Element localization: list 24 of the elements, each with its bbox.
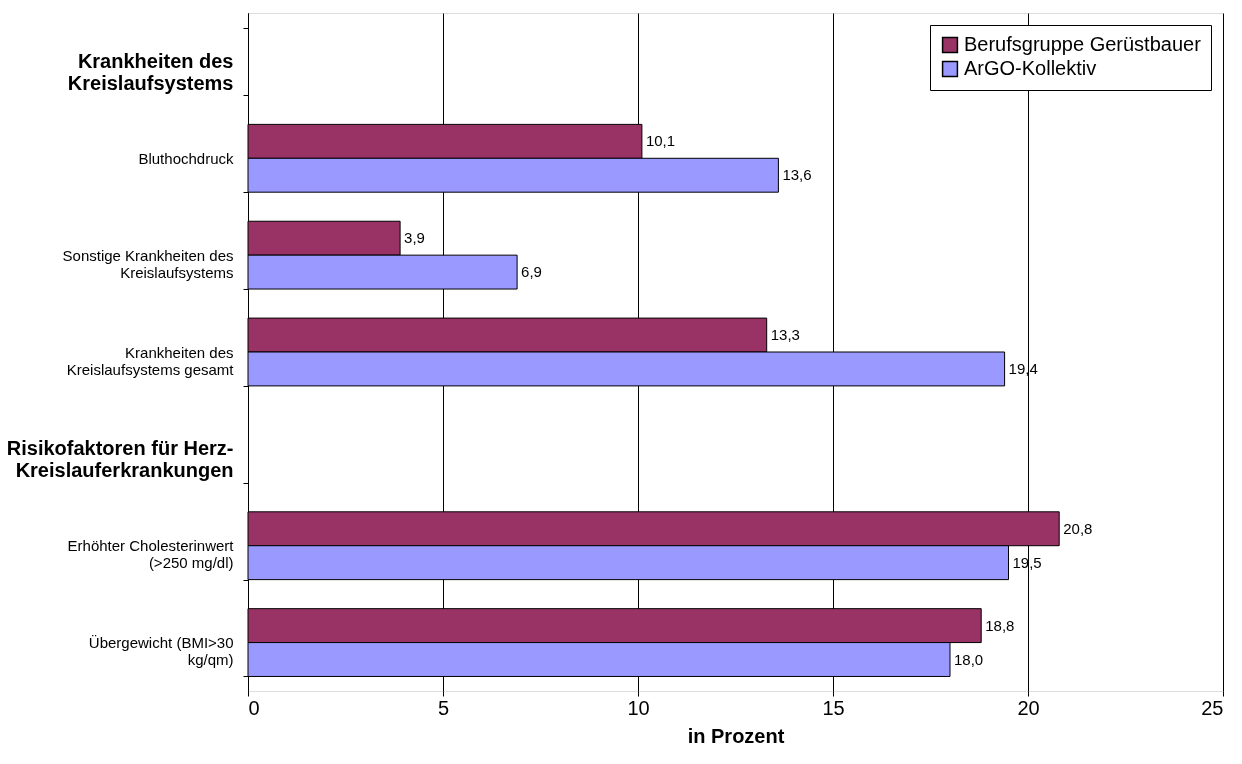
x-tick-label: 0 xyxy=(248,696,260,719)
x-tick-label: 25 xyxy=(1201,696,1224,719)
data-label: 18,0 xyxy=(954,650,984,668)
data-label: 6,9 xyxy=(521,263,542,281)
y-tick-label: Erhöhter Cholesterinwert (>250 mg/dl) xyxy=(67,537,235,572)
data-label: 10,1 xyxy=(645,132,676,150)
legend-label: Berufsgruppe Gerüstbauer xyxy=(964,33,1202,55)
data-label: 18,8 xyxy=(985,616,1015,634)
y-tick-label: Sonstige Krankheiten des Kreislaufsystems xyxy=(62,246,234,281)
data-label: 20,8 xyxy=(1063,519,1093,537)
y-tick-label: Übergewicht (BMI>30 kg/qm) xyxy=(88,634,234,669)
y-tick-label: Krankheiten des Kreislaufsystems gesamt xyxy=(66,343,235,378)
x-axis-title: in Prozent xyxy=(687,724,785,747)
x-tick-label: 10 xyxy=(627,696,650,719)
y-tick-label: Risikofaktoren für Herz-Kreislauferkrankungen xyxy=(6,437,234,482)
x-tick-label: 15 xyxy=(822,696,845,719)
data-label: 13,6 xyxy=(782,166,812,184)
legend-label: ArGO-Kollektiv xyxy=(964,57,1097,79)
x-tick-label: 5 xyxy=(437,696,450,719)
data-label: 3,9 xyxy=(404,229,425,247)
y-tick-label: Bluthochdruck xyxy=(138,149,234,167)
y-tick-label: Krankheiten des Kreislaufsystems xyxy=(67,49,234,94)
data-label: 13,3 xyxy=(770,326,800,344)
x-tick-label: 20 xyxy=(1017,696,1040,719)
